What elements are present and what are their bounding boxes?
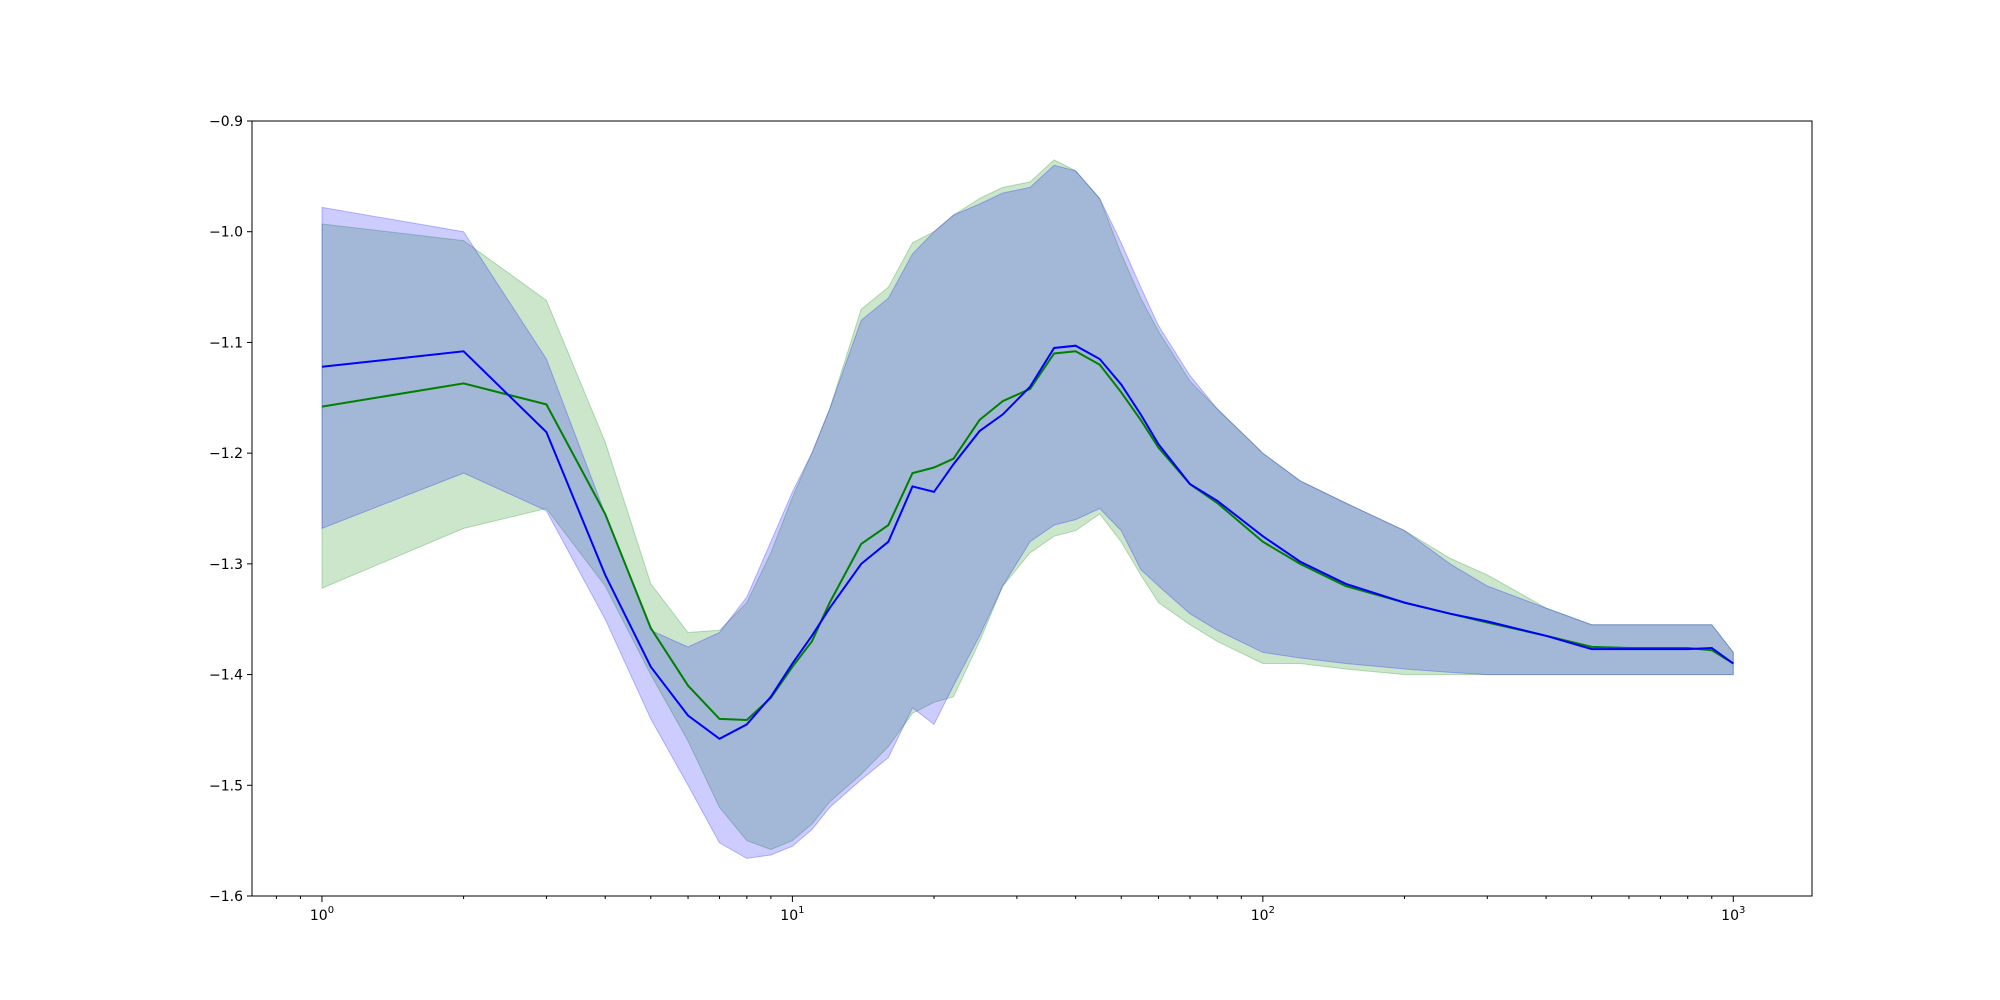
y-tick-label: −1.0 [209,225,243,241]
band-1 [321,159,1734,851]
x-tick-label: 102 [1251,905,1275,924]
band-2 [321,164,1734,859]
y-tick-label: −1.4 [209,668,243,684]
y-tick-label: −1.3 [209,557,243,573]
y-tick-label: −0.9 [209,114,243,130]
x-tick-label: 100 [310,905,334,924]
confidence-bands [321,159,1734,859]
y-tick-label: −1.6 [209,889,243,905]
y-tick-label: −1.1 [209,335,243,351]
y-axis: −0.9 −1.0 −1.1 −1.2 −1.3 −1.4 −1.5 −1.6 [209,114,252,905]
y-tick-label: −1.2 [209,446,243,462]
x-tick-label: 101 [780,905,804,924]
series-line-2 [321,344,1734,740]
x-tick-label: 103 [1721,905,1745,924]
x-axis: 100 101 102 103 [275,896,1745,924]
series-lines [321,344,1734,740]
plot-frame [251,120,1813,897]
y-tick-label: −1.5 [209,778,243,794]
